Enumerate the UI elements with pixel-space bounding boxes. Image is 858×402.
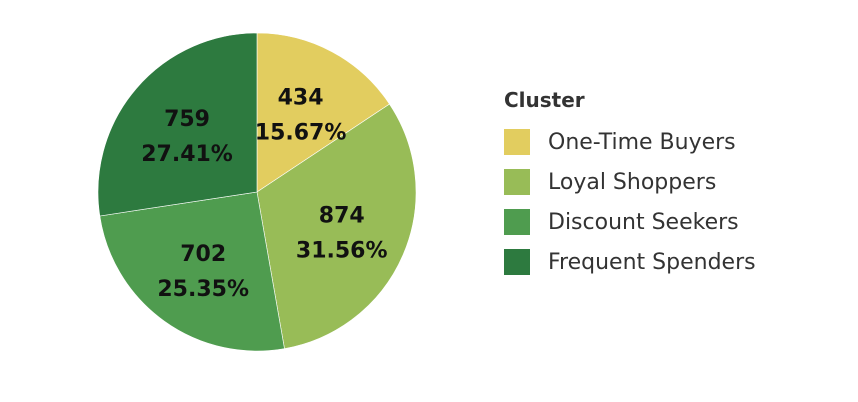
legend-item-discount-seekers[interactable]: Discount Seekers <box>504 202 824 242</box>
legend-swatch <box>504 169 530 195</box>
legend-item-one-time-buyers[interactable]: One-Time Buyers <box>504 122 824 162</box>
legend-item-loyal-shoppers[interactable]: Loyal Shoppers <box>504 162 824 202</box>
legend-label: Loyal Shoppers <box>548 169 717 195</box>
legend-swatch <box>504 249 530 275</box>
legend-title: Cluster <box>504 88 585 112</box>
legend-swatch <box>504 129 530 155</box>
legend-label: One-Time Buyers <box>548 129 736 155</box>
pie-slice-loyal-shoppers[interactable] <box>256 103 417 349</box>
legend: Cluster One-Time Buyers Loyal Shoppers D… <box>504 86 824 282</box>
slice-value-label: 874 <box>319 203 365 228</box>
legend-label: Discount Seekers <box>548 209 739 235</box>
legend-item-frequent-spenders[interactable]: Frequent Spenders <box>504 242 824 282</box>
slice-percent-label: 15.67% <box>255 121 347 146</box>
legend-swatch <box>504 209 530 235</box>
slice-value-label: 702 <box>180 242 226 267</box>
pie-slice-one-time-buyers[interactable] <box>256 32 390 193</box>
slice-percent-label: 27.41% <box>141 142 233 167</box>
legend-label: Frequent Spenders <box>548 249 756 275</box>
slice-percent-label: 25.35% <box>157 277 249 302</box>
pie-slice-frequent-spenders[interactable] <box>97 32 258 217</box>
slice-percent-label: 31.56% <box>296 238 388 263</box>
slice-value-label: 759 <box>164 107 210 132</box>
slice-value-label: 434 <box>278 86 324 111</box>
pie-slice-discount-seekers[interactable] <box>99 191 285 352</box>
